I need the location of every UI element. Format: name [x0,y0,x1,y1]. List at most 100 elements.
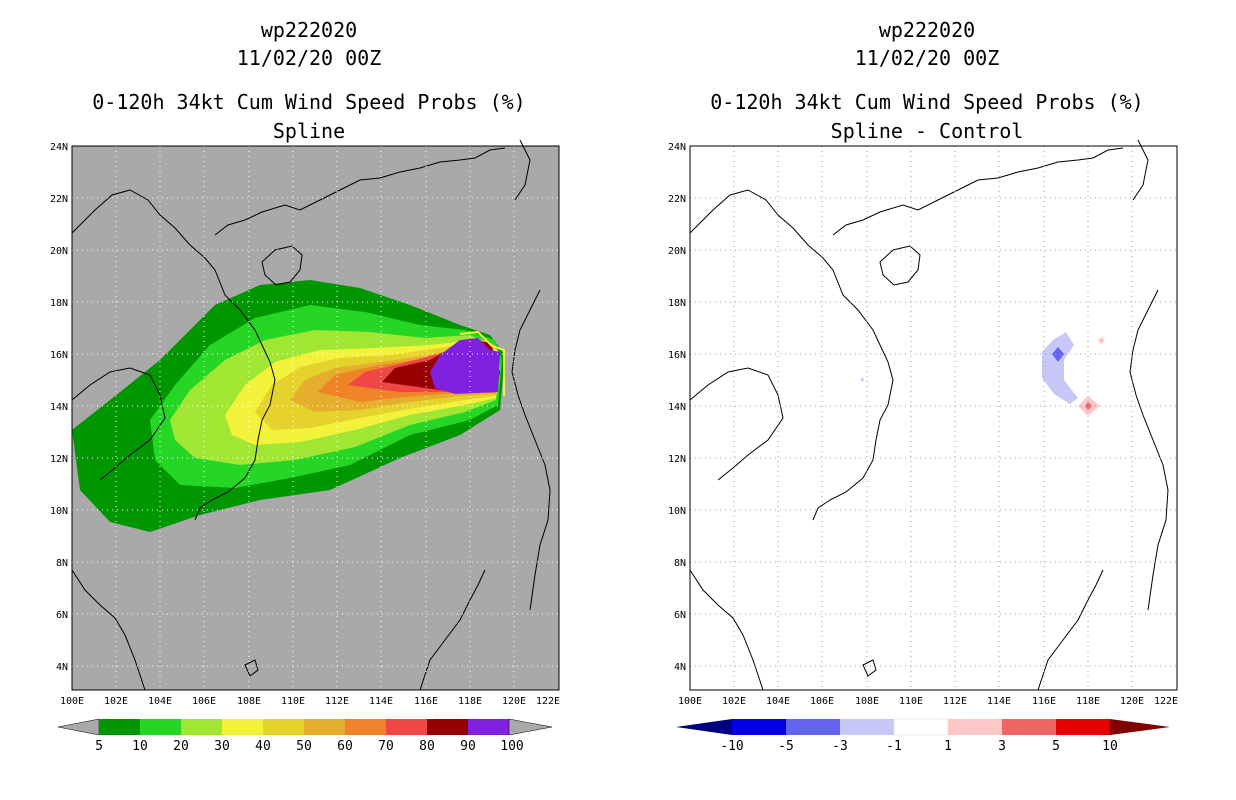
colorbar-bin [1002,719,1056,735]
lat-label: 22N [668,194,686,205]
lon-label: 122E [1154,696,1178,707]
colorbar: -10 -5 -3 -1 1 3 5 10 [676,718,1170,754]
colorbar-label: -3 [832,739,848,754]
colorbar-label: 5 [1052,739,1060,754]
lon-label: 108E [237,696,261,707]
difference-map: 24N 22N 20N 18N 16N 14N 12N 10N 8N 6N 4N… [668,139,1178,754]
colorbar: 5 10 20 30 40 50 60 70 80 90 100 [57,718,553,754]
lat-label: 4N [674,662,686,673]
colorbar-bin [345,719,386,735]
positive-diff-small [1098,337,1105,344]
storm-id: wp222020 [260,18,358,42]
colorbar-bin [222,719,263,735]
lat-label: 20N [50,246,68,257]
lon-labels: 100E 102E 104E 106E 108E 110E 112E 114E … [60,696,560,707]
lon-label: 110E [281,696,305,707]
panel-subtitle: Spline [272,119,346,143]
lon-label: 104E [148,696,172,707]
colorbar-label: 100 [500,739,523,754]
lon-label: 102E [104,696,128,707]
lon-label: 104E [766,696,790,707]
colorbar-label: 30 [214,739,230,754]
colorbar-label: 3 [998,739,1006,754]
colorbar-end-low [57,718,100,736]
band-edge-yellow [459,330,505,396]
map-frame [689,145,1178,691]
lon-label: 106E [192,696,216,707]
lon-label: 114E [369,696,393,707]
lat-labels: 24N 22N 20N 18N 16N 14N 12N 10N 8N 6N 4N [668,142,686,673]
lon-labels: 100E 102E 104E 106E 108E 110E 112E 114E … [678,696,1178,707]
panel-subtitle: Spline - Control [830,119,1024,143]
init-datetime: 11/02/20 00Z [236,46,382,70]
coastlines [71,139,551,691]
colorbar-label: 10 [1102,739,1118,754]
colorbar-label: -1 [886,739,902,754]
colorbar-end-high [1110,719,1170,735]
init-datetime: 11/02/20 00Z [854,46,1000,70]
coastlines [689,139,1169,691]
lon-label: 116E [1032,696,1056,707]
colorbar-bin [893,718,949,736]
colorbar-label: 10 [132,739,148,754]
storm-id: wp222020 [878,18,976,42]
colorbar-bin [948,719,1002,735]
lon-label: 120E [502,696,526,707]
lon-label: 100E [678,696,702,707]
colorbar-label: 5 [95,739,103,754]
lon-label: 120E [1120,696,1144,707]
lat-label: 4N [56,662,68,673]
lat-label: 10N [50,506,68,517]
colorbar-bin [263,719,304,735]
lat-label: 16N [50,350,68,361]
spline-panel: wp222020 11/02/20 00Z 0-120h 34kt Cum Wi… [50,18,560,754]
probability-swath [72,280,505,532]
gridlines [690,146,1177,690]
colorbar-label: 60 [337,739,353,754]
lat-label: 10N [668,506,686,517]
colorbar-label: 90 [460,739,476,754]
lon-label: 108E [855,696,879,707]
product-title: 0-120h 34kt Cum Wind Speed Probs (%) [710,90,1144,114]
lon-label: 112E [943,696,967,707]
lat-label: 16N [668,350,686,361]
lat-label: 12N [50,454,68,465]
colorbar-label: 80 [419,739,435,754]
colorbar-bin [99,719,140,735]
colorbar-bin [1056,719,1110,735]
lat-label: 12N [668,454,686,465]
negative-diff-small [860,377,864,382]
colorbar-end-high [508,718,553,736]
colorbar-label: 70 [378,739,394,754]
colorbar-label: 40 [255,739,271,754]
lat-label: 20N [668,246,686,257]
lon-label: 112E [325,696,349,707]
map-frame [71,145,560,691]
lat-label: 18N [668,298,686,309]
colorbar-end-low [676,719,732,735]
band-90-100 [430,338,500,394]
colorbar-bin [732,719,786,735]
lat-label: 14N [668,402,686,413]
lat-label: 14N [50,402,68,413]
lat-label: 22N [50,194,68,205]
colorbar-bin [140,719,181,735]
lon-label: 118E [458,696,482,707]
colorbar-label: 20 [173,739,189,754]
colorbar-bin [786,719,840,735]
lat-label: 18N [50,298,68,309]
colorbar-bin [304,719,345,735]
gridlines [72,146,559,690]
colorbar-bin [386,719,427,735]
diff-panel: wp222020 11/02/20 00Z 0-120h 34kt Cum Wi… [618,0,1236,800]
probability-map: 24N 22N 20N 18N 16N 14N 12N 10N 8N 6N 4N… [50,139,560,754]
lat-label: 24N [668,142,686,153]
colorbar-bin [427,719,468,735]
lat-label: 6N [674,610,686,621]
negative-diff [1042,332,1078,404]
lat-label: 6N [56,610,68,621]
colorbar-bin [840,719,894,735]
lon-label: 122E [536,696,560,707]
product-title: 0-120h 34kt Cum Wind Speed Probs (%) [92,90,526,114]
colorbar-label: -10 [720,739,743,754]
